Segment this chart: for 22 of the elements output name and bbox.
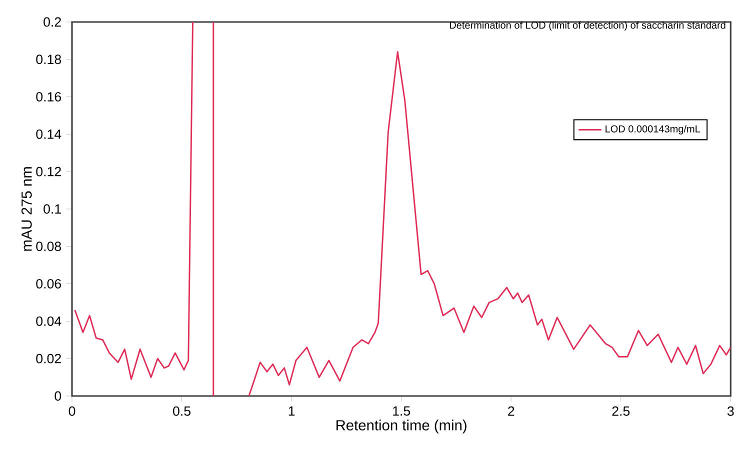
x-tick-label: 2.5 [612, 406, 630, 416]
y-tick-label: 0.16 [36, 92, 62, 102]
y-axis-title: mAU 275 nm [21, 167, 32, 251]
y-tick-label: 0.08 [36, 242, 62, 252]
y-tick-label: 0.18 [36, 54, 62, 64]
y-tick-label: 0.02 [36, 354, 61, 364]
y-tick-label: 0.04 [36, 316, 62, 326]
y-tick-label: 0 [54, 391, 62, 401]
x-tick-label: 1 [288, 406, 295, 416]
y-tick-label: 0.1 [44, 204, 61, 214]
chart-title: Determination of LOD (limit of detection) of saccharin standard [450, 22, 726, 31]
x-tick-label: 3 [727, 406, 734, 416]
y-tick-label: 0.14 [36, 130, 62, 140]
x-tick-label: 0 [68, 406, 76, 416]
x-tick-label: 0.5 [173, 406, 190, 416]
y-tick-label: 0.12 [36, 167, 61, 176]
x-tick-label: 1.5 [393, 406, 410, 416]
y-tick-label: 0.2 [44, 17, 61, 27]
x-axis-title: Retention time (min) [336, 420, 466, 434]
y-tick-label: 0.06 [36, 279, 62, 289]
legend-label: LOD 0.000143mg/mL [606, 125, 700, 135]
x-tick-label: 2 [508, 406, 514, 416]
